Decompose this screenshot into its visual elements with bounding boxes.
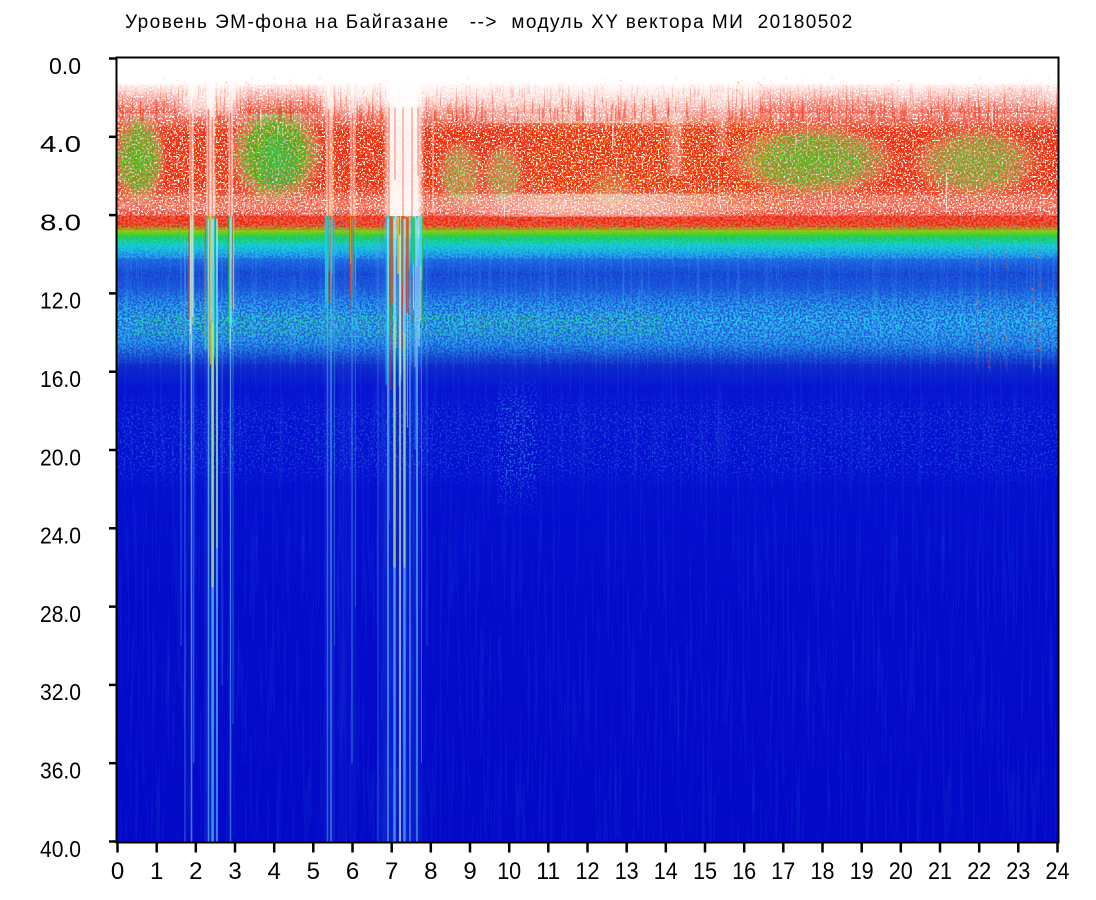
svg-text:13: 13 — [615, 858, 639, 885]
svg-text:8.0: 8.0 — [40, 209, 81, 235]
svg-text:4: 4 — [268, 858, 281, 885]
svg-text:Уровень ЭМ-фона на Байгазане: Уровень ЭМ-фона на Байгазане --> модуль … — [125, 12, 854, 33]
svg-text:15: 15 — [693, 858, 717, 885]
svg-text:1: 1 — [150, 858, 163, 885]
svg-text:24: 24 — [1046, 858, 1070, 885]
svg-text:16.0: 16.0 — [40, 366, 81, 392]
svg-text:18: 18 — [811, 858, 835, 885]
svg-text:40.0: 40.0 — [40, 836, 81, 862]
svg-text:28.0: 28.0 — [40, 601, 81, 627]
svg-text:19: 19 — [850, 858, 874, 885]
svg-text:7: 7 — [385, 858, 398, 885]
svg-text:21: 21 — [928, 858, 952, 885]
svg-text:20.0: 20.0 — [40, 444, 81, 470]
svg-text:6: 6 — [346, 858, 359, 885]
svg-text:4.0: 4.0 — [40, 131, 81, 157]
svg-text:9: 9 — [463, 858, 476, 885]
svg-text:20: 20 — [889, 858, 913, 885]
svg-text:0: 0 — [111, 858, 124, 885]
svg-text:12: 12 — [576, 858, 600, 885]
svg-text:22: 22 — [967, 858, 991, 885]
svg-text:14: 14 — [654, 858, 678, 885]
svg-text:8: 8 — [424, 858, 437, 885]
svg-text:2: 2 — [189, 858, 202, 885]
svg-text:24.0: 24.0 — [40, 523, 81, 549]
svg-text:23: 23 — [1006, 858, 1030, 885]
svg-text:12.0: 12.0 — [40, 288, 81, 314]
svg-text:0.0: 0.0 — [49, 53, 81, 79]
svg-text:16: 16 — [732, 858, 756, 885]
svg-text:11: 11 — [536, 858, 560, 885]
svg-text:3: 3 — [228, 858, 241, 885]
svg-text:10: 10 — [497, 858, 521, 885]
svg-text:32.0: 32.0 — [40, 679, 81, 705]
svg-text:36.0: 36.0 — [40, 758, 81, 784]
svg-text:5: 5 — [307, 858, 320, 885]
svg-text:17: 17 — [771, 858, 795, 885]
